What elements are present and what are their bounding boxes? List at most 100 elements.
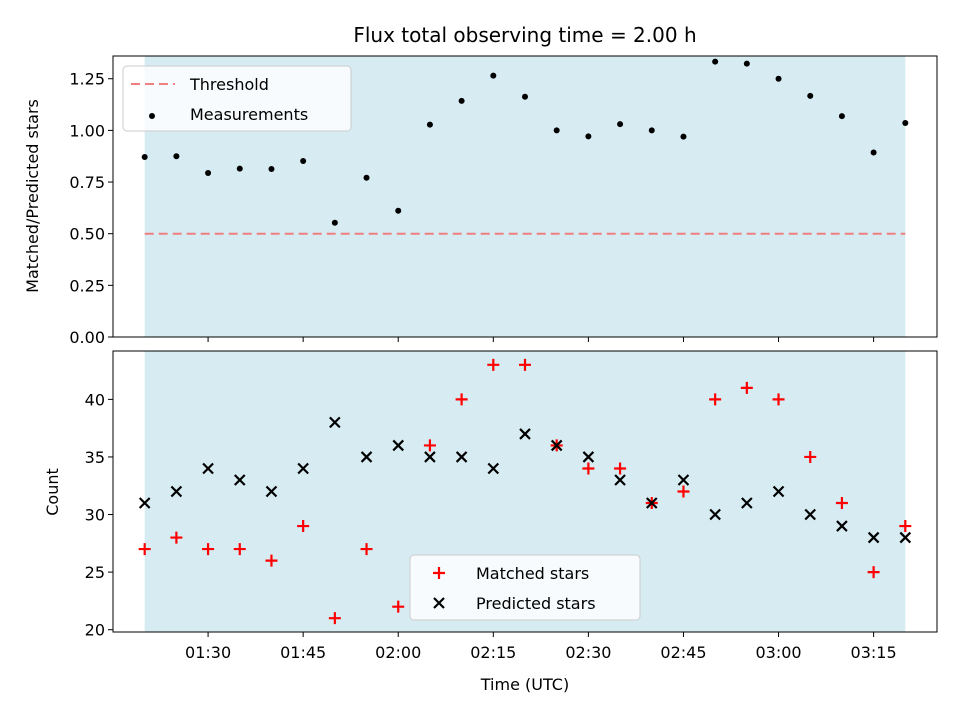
predicted-star-point xyxy=(550,439,563,452)
matched-star-point xyxy=(138,543,151,556)
matched-star-point xyxy=(297,520,310,533)
x-axis-label: Time (UTC) xyxy=(480,675,569,694)
measurement-point xyxy=(648,127,655,134)
x-tick-label: 03:15 xyxy=(851,643,897,662)
measurement-point xyxy=(300,157,307,164)
predicted-star-point xyxy=(519,428,531,440)
matched-star-point xyxy=(677,485,690,498)
predicted-star-point xyxy=(677,474,690,486)
x-tick-label: 03:00 xyxy=(755,643,801,662)
predicted-star-point xyxy=(424,451,436,463)
matched-star-point xyxy=(804,450,817,463)
y-tick-label: 40 xyxy=(85,390,105,409)
top-legend-box xyxy=(122,65,352,132)
predicted-star-point xyxy=(836,520,848,532)
y-tick-label: 0.75 xyxy=(69,173,105,192)
measurement-point xyxy=(395,207,402,214)
measurement-point xyxy=(838,113,845,120)
measurement-point xyxy=(458,97,465,104)
y-tick-label: 0.25 xyxy=(69,276,105,295)
measurement-point xyxy=(522,93,528,100)
measurement-point xyxy=(553,127,560,134)
bottom-legend: Matched stars Predicted stars xyxy=(409,554,641,621)
matched-star-point xyxy=(328,612,341,625)
predicted-star-point xyxy=(455,451,468,463)
legend-predicted-swatch xyxy=(433,597,445,609)
measurement-point xyxy=(807,92,814,99)
measurement-point xyxy=(712,58,719,65)
measurement-point xyxy=(268,166,275,173)
predicted-star-point xyxy=(297,462,309,475)
predicted-star-point xyxy=(138,497,151,509)
predicted-star-point xyxy=(265,485,278,498)
predicted-star-point xyxy=(899,531,912,544)
y-tick-label: 30 xyxy=(85,506,105,525)
bottom-y-axis-label: Count xyxy=(43,468,62,516)
measurement-point xyxy=(173,153,180,160)
measurement-point xyxy=(902,119,909,126)
legend-measurement-label: Measurements xyxy=(190,105,308,124)
predicted-star-point xyxy=(202,462,214,475)
bottom-plot-frame xyxy=(112,350,938,633)
predicted-star-point xyxy=(392,439,405,452)
measurement-point xyxy=(490,72,497,79)
x-tick-label: 02:00 xyxy=(375,643,421,662)
measurement-point xyxy=(870,149,877,156)
matched-star-point xyxy=(455,393,468,406)
measurement-point xyxy=(775,75,782,82)
y-tick-label: 25 xyxy=(85,563,105,582)
legend-threshold-label: Threshold xyxy=(189,75,269,94)
y-tick-label: 20 xyxy=(85,621,105,640)
measurement-point xyxy=(680,133,687,140)
predicted-star-point xyxy=(614,474,626,486)
matched-star-point xyxy=(360,543,373,556)
measurement-point xyxy=(141,154,148,161)
matched-star-point xyxy=(265,554,278,567)
measurement-point xyxy=(363,174,370,181)
matched-star-point xyxy=(867,566,880,579)
measurement-point xyxy=(743,60,750,67)
top-plot-frame xyxy=(112,55,938,338)
predicted-star-point xyxy=(645,497,658,509)
measurement-point xyxy=(585,133,592,140)
x-tick-label: 02:30 xyxy=(565,643,611,662)
matched-star-point xyxy=(709,393,722,406)
matched-star-point xyxy=(740,381,753,394)
x-tick-label: 01:45 xyxy=(280,643,326,662)
legend-predicted-label: Predicted stars xyxy=(476,594,596,613)
predicted-star-point xyxy=(360,451,373,463)
matched-star-point xyxy=(582,462,595,475)
predicted-star-point xyxy=(867,531,880,544)
predicted-star-point xyxy=(709,508,721,521)
predicted-star-point xyxy=(741,497,753,509)
bottom-legend-box xyxy=(409,554,641,621)
top-y-axis-label: Matched/Predicted stars xyxy=(23,99,42,293)
x-tick-label: 02:45 xyxy=(660,643,706,662)
matched-star-point xyxy=(772,393,785,406)
x-tick-label: 02:15 xyxy=(470,643,516,662)
y-tick-label: 1.25 xyxy=(69,70,105,89)
matched-star-point xyxy=(202,543,215,556)
matched-star-point xyxy=(899,520,912,533)
legend-measurement-swatch xyxy=(149,113,155,119)
predicted-star-point xyxy=(233,474,246,486)
chart-title: Flux total observing time = 2.00 h xyxy=(353,23,696,47)
legend-matched-swatch xyxy=(433,567,445,579)
predicted-star-point xyxy=(804,508,817,521)
top-legend: Threshold Measurements xyxy=(122,65,352,132)
matched-star-point xyxy=(835,497,848,510)
measurement-point xyxy=(426,121,433,128)
matched-star-point xyxy=(519,358,531,371)
matched-star-point xyxy=(392,600,405,613)
matched-star-point xyxy=(423,439,436,452)
predicted-star-point xyxy=(170,485,183,498)
top-plot-panel: 0.00 0.25 0.50 0.75 1.00 1.25 Threshold Measure… xyxy=(69,55,938,347)
y-tick-label: 35 xyxy=(85,448,105,467)
matched-star-point xyxy=(170,531,183,544)
bottom-plot-panel: 20 25 30 35 40 01:30 01:45 02:00 02:15 02:30 02:45… xyxy=(85,350,938,662)
predicted-star-point xyxy=(329,416,341,429)
predicted-star-point xyxy=(487,462,500,475)
matched-star-point xyxy=(614,462,627,475)
matched-star-point xyxy=(233,543,246,556)
measurement-point xyxy=(205,169,212,176)
